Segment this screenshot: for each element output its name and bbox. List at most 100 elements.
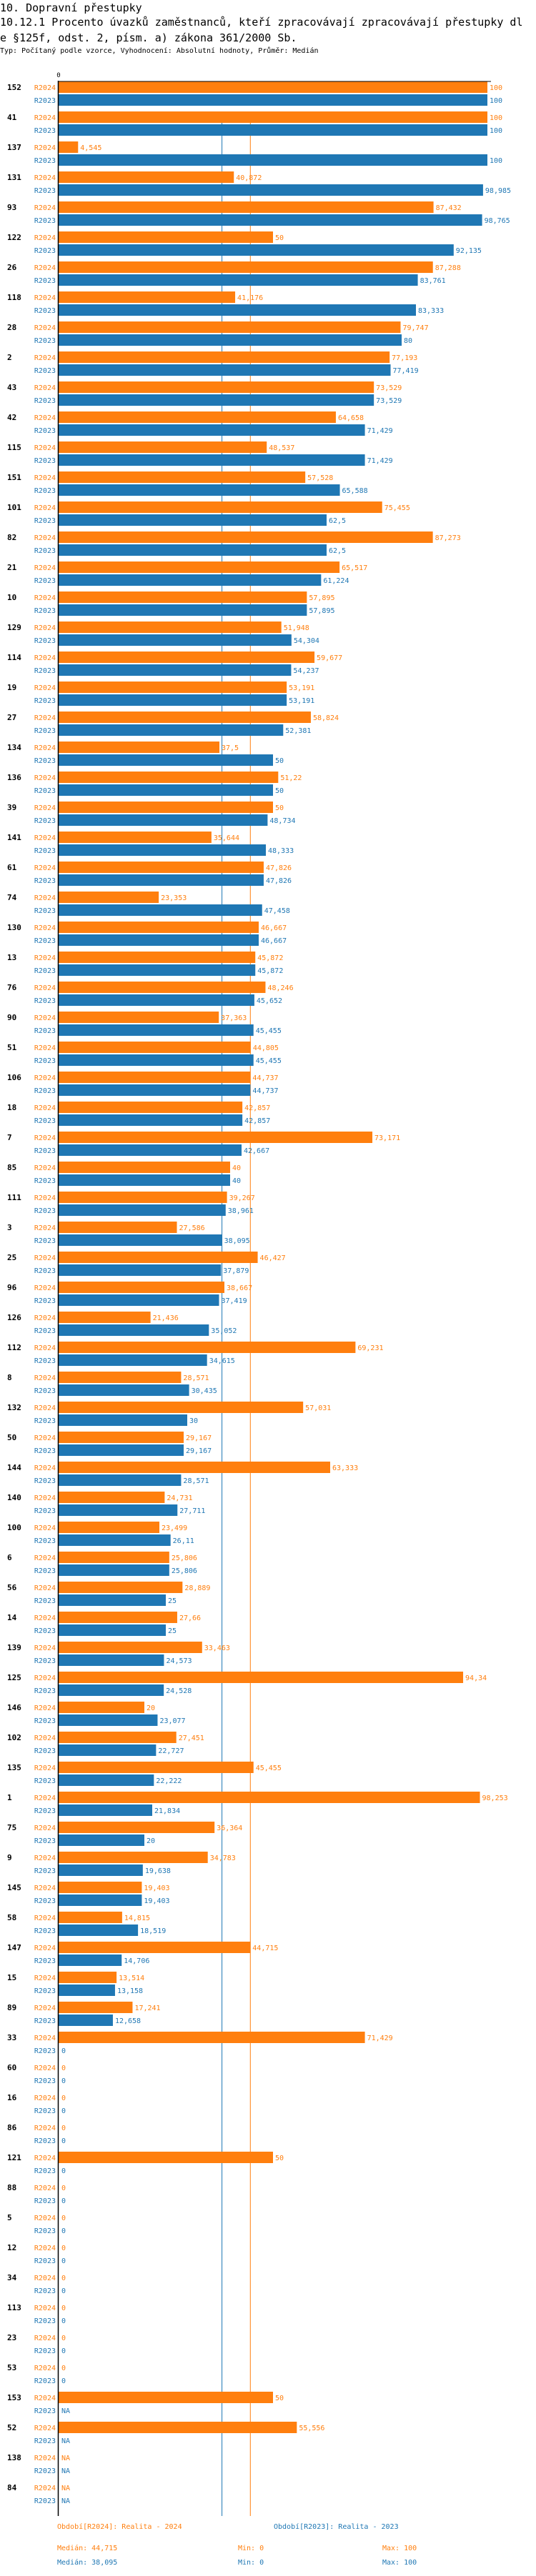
bar-r2023 — [59, 934, 259, 946]
bar-r2024 — [59, 411, 336, 423]
value-label: NA — [61, 2407, 70, 2415]
series-label: R2023 — [34, 127, 56, 135]
category-label: 74 — [7, 893, 17, 902]
series-label: R2023 — [34, 1357, 56, 1365]
bar-r2023 — [59, 1864, 143, 1876]
bar-r2024 — [59, 1672, 464, 1683]
bar-r2024 — [59, 1222, 177, 1233]
series-label: R2023 — [34, 1237, 56, 1245]
category-label: 129 — [7, 623, 21, 632]
category-label: 10 — [7, 593, 16, 602]
series-label: R2024 — [34, 1434, 56, 1442]
bar-r2023 — [59, 604, 307, 616]
category-label: 28 — [7, 323, 16, 332]
category-label: 42 — [7, 413, 16, 422]
category-label: 2 — [7, 353, 12, 362]
series-label: R2023 — [34, 217, 56, 225]
series-label: R2024 — [34, 2455, 56, 2462]
value-label: NA — [61, 2437, 70, 2445]
series-label: R2023 — [34, 2407, 56, 2415]
category-label: 118 — [7, 293, 21, 302]
value-label: 19,638 — [145, 1867, 171, 1875]
legend-r2024: Období[R2024]: Realita - 2024 — [57, 2523, 182, 2531]
bar-r2023 — [59, 574, 322, 586]
series-label: R2023 — [34, 1297, 56, 1305]
category-label: 26 — [7, 263, 17, 272]
series-label: R2023 — [34, 1687, 56, 1695]
legend-r2023: Období[R2023]: Realita - 2023 — [274, 2523, 399, 2531]
series-label: R2024 — [34, 1494, 56, 1502]
category-label: 12 — [7, 2243, 16, 2252]
value-label: 0 — [61, 2287, 66, 2295]
series-label: R2023 — [34, 847, 56, 855]
bar-r2024 — [59, 1462, 330, 1473]
value-label: 35,644 — [214, 834, 239, 842]
series-label: R2024 — [34, 1674, 56, 1682]
category-label: 8 — [7, 1373, 12, 1382]
bar-r2024 — [59, 351, 390, 363]
value-label: 37,879 — [223, 1267, 249, 1275]
series-label: R2023 — [34, 907, 56, 915]
series-label: R2024 — [34, 2335, 56, 2342]
category-label: 60 — [7, 2063, 16, 2072]
bar-r2023 — [59, 1924, 139, 1936]
series-label: R2023 — [34, 1447, 56, 1455]
bar-r2024 — [59, 1342, 356, 1353]
chart-title: 10.12.1 Procento úvazků zaměstnanců, kte… — [0, 16, 523, 44]
bar-r2023 — [59, 1324, 209, 1336]
value-label: 39,267 — [229, 1194, 255, 1202]
series-label: R2023 — [34, 1597, 56, 1605]
value-label: 21,436 — [153, 1314, 179, 1322]
value-label: 73,171 — [374, 1134, 400, 1142]
category-label: 144 — [7, 1463, 21, 1472]
series-label: R2024 — [34, 2065, 56, 2072]
series-label: R2023 — [34, 2227, 56, 2235]
category-label: 13 — [7, 953, 16, 962]
value-label: 14,706 — [124, 1957, 149, 1965]
series-label: R2023 — [34, 247, 56, 255]
value-label: 0 — [61, 2317, 66, 2325]
bar-r2023 — [59, 1624, 166, 1636]
category-label: 112 — [7, 1343, 21, 1352]
bar-r2024 — [59, 1372, 182, 1383]
series-label: R2023 — [34, 967, 56, 975]
bar-r2023 — [59, 454, 365, 466]
bar-r2024 — [59, 802, 273, 813]
value-label: 44,737 — [252, 1087, 278, 1095]
value-label: 69,231 — [357, 1344, 383, 1352]
value-label: 26,11 — [173, 1537, 194, 1545]
series-label: R2024 — [34, 564, 56, 572]
value-label: 100 — [490, 157, 502, 165]
value-label: 27,711 — [179, 1507, 205, 1515]
value-label: 87,288 — [435, 264, 461, 272]
value-label: 41,176 — [237, 294, 263, 302]
series-label: R2023 — [34, 1747, 56, 1755]
bar-r2024 — [59, 1972, 117, 1983]
series-label: R2023 — [34, 607, 56, 615]
value-label: 79,747 — [402, 324, 428, 332]
bar-r2024 — [59, 2002, 133, 2013]
value-label: 0 — [61, 2257, 66, 2265]
category-label: 15 — [7, 1973, 16, 1982]
series-label: R2023 — [34, 277, 56, 285]
value-label: 50 — [275, 804, 284, 812]
value-label: 25,806 — [172, 1567, 197, 1575]
bar-r2024 — [59, 501, 382, 513]
series-label: R2024 — [34, 2155, 56, 2162]
series-label: R2023 — [34, 1777, 56, 1785]
category-label: 93 — [7, 203, 16, 212]
value-label: 37,363 — [221, 1014, 247, 1022]
category-label: 115 — [7, 443, 21, 452]
value-label: 47,826 — [266, 877, 292, 885]
value-label: 50 — [275, 2395, 284, 2402]
series-label: R2024 — [34, 1284, 56, 1292]
bar-r2024 — [59, 1072, 251, 1083]
series-label: R2024 — [34, 1164, 56, 1172]
bar-r2024 — [59, 892, 159, 903]
series-label: R2023 — [34, 1987, 56, 1995]
value-label: 45,455 — [256, 1764, 282, 1772]
category-label: 96 — [7, 1283, 17, 1292]
series-label: R2023 — [34, 367, 56, 375]
category-label: 139 — [7, 1643, 21, 1652]
bar-r2023 — [59, 514, 327, 526]
